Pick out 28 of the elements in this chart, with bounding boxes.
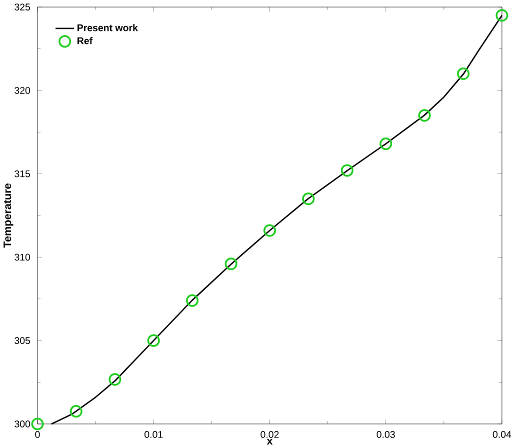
point [263, 224, 276, 237]
point [108, 373, 122, 386]
point [302, 192, 315, 206]
point [186, 294, 199, 307]
point [457, 67, 470, 80]
legend-label: Present work [78, 24, 138, 32]
point [418, 109, 431, 122]
point [31, 418, 44, 430]
y-axis-title: Temperature [4, 183, 14, 248]
y-tick-label: 315 [14, 170, 30, 178]
legend-label: Ref [78, 36, 93, 44]
y-tick-label: 320 [14, 86, 30, 94]
x-tick-label: 0.04 [492, 430, 512, 438]
point [340, 164, 354, 177]
point [147, 334, 160, 347]
point [224, 258, 238, 270]
y-tick-label: 310 [14, 254, 30, 261]
x-tick-label: 0.02 [260, 430, 279, 438]
x-axis-title: x [266, 438, 273, 444]
y-tick-label: 305 [14, 337, 30, 344]
point [496, 9, 508, 22]
y-tick-label: 300 [14, 420, 30, 428]
x-tick-label: 0.01 [144, 430, 163, 438]
point [70, 404, 82, 418]
point [380, 137, 392, 150]
x-tick-label: 0 [35, 430, 40, 438]
x-tick-label: 0.03 [376, 430, 395, 438]
y-tick-label: 325 [14, 4, 30, 10]
